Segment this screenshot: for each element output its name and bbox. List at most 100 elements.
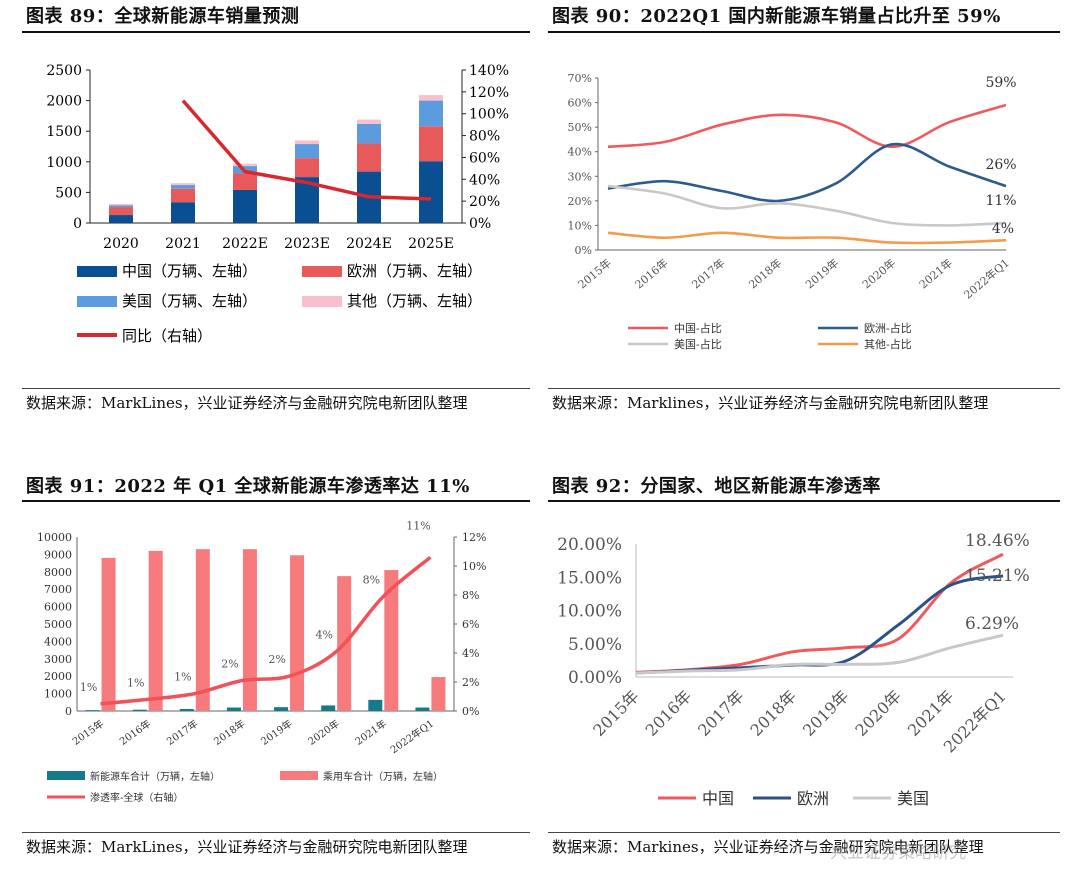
legend-label: 欧洲-占比 xyxy=(864,321,912,335)
bar-segment xyxy=(357,123,381,144)
nev-total-bar xyxy=(85,710,100,711)
x-tick-label: 2018年 xyxy=(211,717,247,748)
penetration-line xyxy=(635,574,1004,675)
y-tick-label: 0% xyxy=(575,244,592,257)
bar-segment xyxy=(109,215,133,223)
y-tick-label: 60% xyxy=(568,97,592,110)
passenger-total-bar xyxy=(195,549,210,711)
end-value-label: 6.29% xyxy=(965,614,1019,634)
y-tick-label: 40% xyxy=(568,146,592,159)
y2-tick-label: 40% xyxy=(469,172,500,188)
y-tick-label: 0 xyxy=(73,216,82,232)
chart-92-regional-penetration: 20.00%15.00%10.00%5.00%0.00%2015年2016年20… xyxy=(557,531,1030,808)
chart-89-title: 图表 89：全球新能源车销量预测 xyxy=(26,6,300,27)
x-tick-label: 2016年 xyxy=(117,717,153,748)
x-tick-label: 2016年 xyxy=(642,686,696,740)
legend-swatch xyxy=(47,771,85,780)
chart-90-source: 数据来源：Marklines，兴业证券经济与金融研究院电新团队整理 xyxy=(552,394,989,412)
legend-label: 美国（万辆、左轴） xyxy=(122,292,257,310)
chart-90-title: 图表 90：2022Q1 国内新能源车销量占比升至 59% xyxy=(552,6,1001,27)
watermark: 兴业证券策略研究 xyxy=(830,843,966,863)
share-line xyxy=(607,184,1007,227)
y2-tick-label: 10% xyxy=(462,560,486,573)
legend-label: 其他-占比 xyxy=(864,337,912,351)
x-tick-label: 2017年 xyxy=(689,256,728,292)
x-tick-label: 2015年 xyxy=(70,717,106,748)
x-tick-label: 2018年 xyxy=(746,256,785,292)
bar-segment xyxy=(357,143,381,172)
x-tick-label: 2019年 xyxy=(258,717,294,748)
y-tick-label: 20% xyxy=(568,195,592,208)
legend-swatch xyxy=(77,266,117,277)
y2-tick-label: 0% xyxy=(462,705,479,718)
y2-tick-label: 2% xyxy=(462,676,479,689)
x-tick-label: 2021年 xyxy=(904,686,958,740)
y2-tick-label: 12% xyxy=(462,531,486,544)
x-tick-label: 2022年Q1 xyxy=(961,256,1012,302)
legend-label: 其他（万辆、左轴） xyxy=(347,292,482,310)
chart-89-source: 数据来源：MarkLines，兴业证券经济与金融研究院电新团队整理 xyxy=(26,394,468,412)
penetration-data-label: 1% xyxy=(127,676,144,689)
chart-92-source: 数据来源：Markines，兴业证券经济与金融研究院电新团队整理 xyxy=(552,838,984,856)
y-tick-label: 10000 xyxy=(37,531,72,544)
y-tick-label: 8000 xyxy=(44,566,72,579)
y-tick-label: 2500 xyxy=(46,63,82,79)
end-value-label: 18.46% xyxy=(965,531,1030,551)
x-tick-label: 2020 xyxy=(103,236,139,252)
y-tick-label: 1500 xyxy=(46,124,82,140)
x-tick-label: 2021年 xyxy=(353,717,389,748)
bar-segment xyxy=(109,207,133,216)
y-tick-label: 7000 xyxy=(44,583,72,596)
y-tick-label: 9000 xyxy=(44,548,72,561)
bar-segment xyxy=(233,163,257,167)
bar-segment xyxy=(171,183,195,186)
y-tick-label: 20.00% xyxy=(557,535,622,555)
penetration-data-label: 2% xyxy=(268,653,285,666)
y2-tick-label: 120% xyxy=(469,85,509,101)
chart-90-domestic-share: 70% 60% 50% 40% 30% 20% 10% 0%2015年 2016年 2017年 20… xyxy=(568,72,1017,351)
bar-segment xyxy=(419,100,443,127)
bar-segment xyxy=(295,144,319,159)
chart-89-title-rule xyxy=(22,31,530,33)
chart-91-title: 图表 91：2022 年 Q1 全球新能源车渗透率达 11% xyxy=(26,476,470,497)
legend-label: 中国（万辆、左轴） xyxy=(122,262,257,280)
chart-92-source-rule xyxy=(548,832,1060,833)
bar-segment xyxy=(233,173,257,190)
nev-total-bar xyxy=(132,709,147,711)
legend-label: 美国 xyxy=(897,789,929,808)
legend-label: 美国-占比 xyxy=(674,337,722,351)
bar-segment xyxy=(419,126,443,162)
share-line xyxy=(607,103,1007,149)
y-tick-label: 1000 xyxy=(46,155,82,171)
y-tick-label: 10.00% xyxy=(557,602,622,622)
y2-tick-label: 100% xyxy=(469,107,509,123)
passenger-total-bar xyxy=(290,555,305,711)
x-tick-label: 2024E xyxy=(346,236,392,252)
bar-segment xyxy=(357,119,381,124)
chart-91-source-rule xyxy=(22,832,530,833)
chart-91-source: 数据来源：MarkLines，兴业证券经济与金融研究院电新团队整理 xyxy=(26,838,468,856)
bar-segment xyxy=(109,204,133,206)
y-tick-label: 2000 xyxy=(46,94,82,110)
x-tick-label: 2015年 xyxy=(575,256,614,292)
end-value-label: 26% xyxy=(985,157,1016,173)
y-tick-label: 5.00% xyxy=(568,635,622,655)
legend-swatch xyxy=(77,296,117,307)
y-tick-label: 500 xyxy=(55,185,82,201)
x-tick-label: 2018年 xyxy=(747,686,801,740)
y-tick-label: 15.00% xyxy=(557,568,622,588)
penetration-data-label: 1% xyxy=(174,671,191,684)
bar-segment xyxy=(419,95,443,101)
x-tick-label: 2022年Q1 xyxy=(388,717,436,756)
chart-89-source-rule xyxy=(22,388,530,389)
penetration-line xyxy=(635,633,1004,675)
x-tick-label: 2020年 xyxy=(851,686,905,740)
legend-label: 欧洲 xyxy=(797,789,829,808)
y-tick-label: 3000 xyxy=(44,653,72,666)
end-value-label: 4% xyxy=(992,221,1014,237)
x-tick-label: 2021 xyxy=(165,236,201,252)
passenger-total-bar xyxy=(101,557,116,711)
y-tick-label: 10% xyxy=(568,219,592,232)
penetration-data-label: 11% xyxy=(406,519,430,532)
penetration-data-label: 4% xyxy=(315,629,332,642)
